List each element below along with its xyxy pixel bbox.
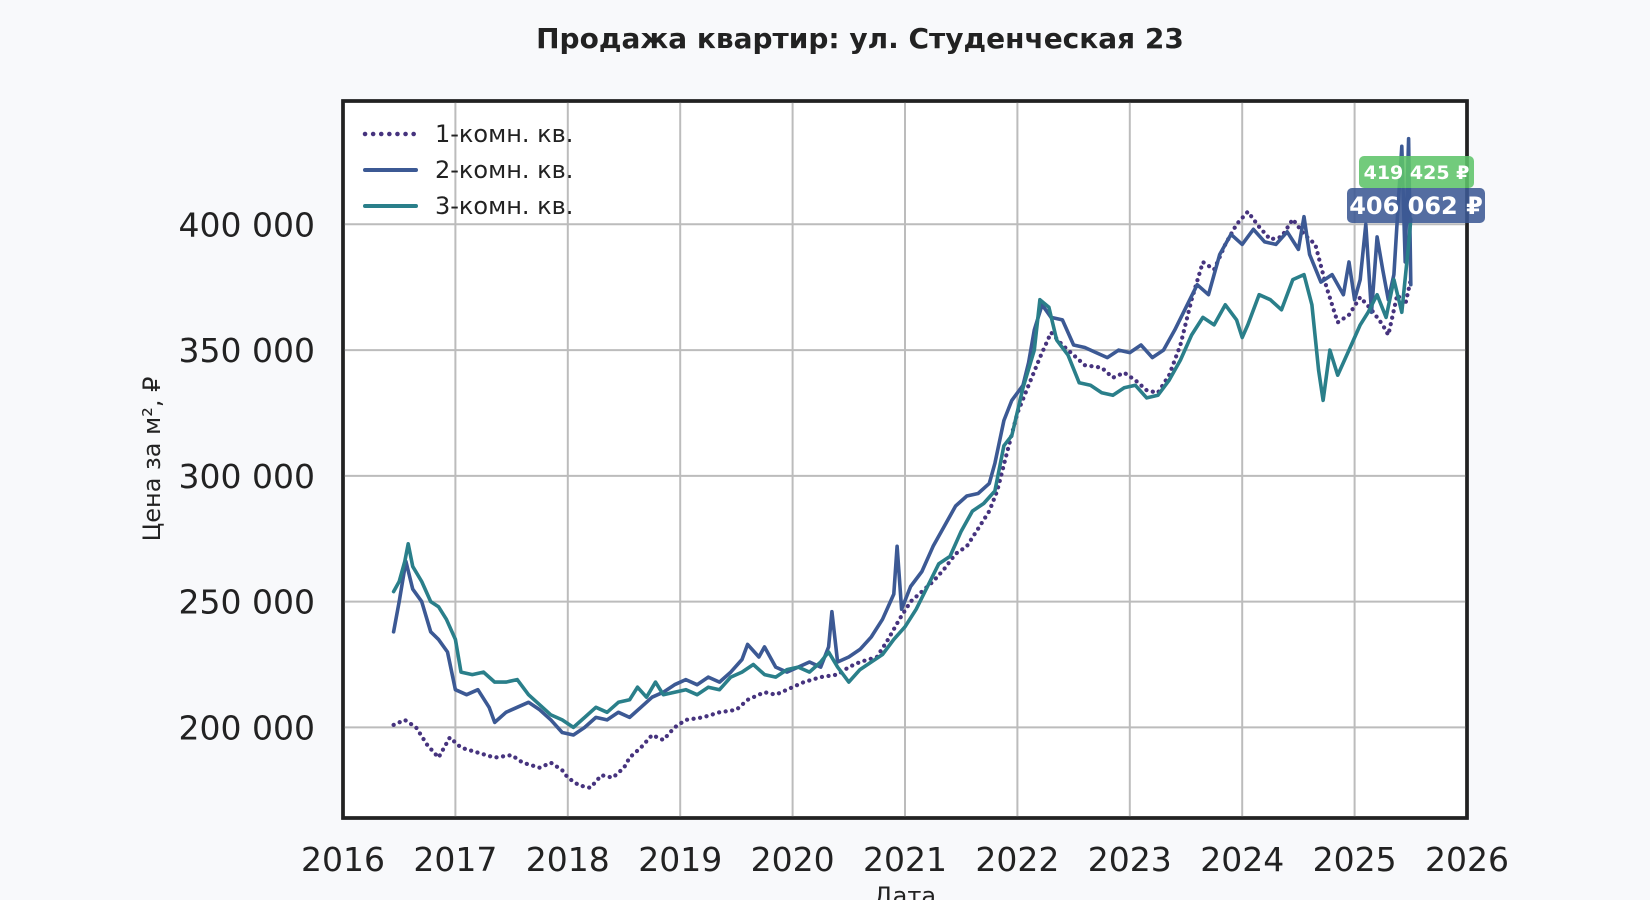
- x-tick-label: 2025: [1313, 840, 1397, 879]
- x-axis-ticks: 2016 2017 2018 2019 2020 2021 2022 2023 2024 2025…: [301, 840, 1509, 879]
- x-tick-label: 2018: [526, 840, 610, 879]
- legend-label-3: 3-комн. кв.: [435, 192, 573, 220]
- price-badge-text-2: 406 062 ₽: [1349, 192, 1483, 220]
- legend-label-1: 1-комн. кв.: [435, 120, 573, 148]
- x-tick-label: 2021: [863, 840, 947, 879]
- x-tick-label: 2019: [638, 840, 722, 879]
- series-line-1: [391, 209, 1413, 790]
- y-tick-label: 300 000: [179, 457, 315, 496]
- y-tick-label: 350 000: [179, 331, 315, 370]
- price-badge-2: [1347, 188, 1485, 223]
- x-tick-label: 2023: [1088, 840, 1172, 879]
- price-annotations: 419 425 ₽ 406 062 ₽: [1347, 156, 1485, 223]
- series-line-3: [391, 217, 1413, 730]
- x-axis-label: Дата: [874, 882, 936, 900]
- series-lines: [391, 136, 1413, 790]
- price-badge-text-1: 419 425 ₽: [1364, 162, 1470, 184]
- chart-title: Продажа квартир: ул. Студенческая 23: [536, 22, 1184, 55]
- x-tick-label: 2024: [1200, 840, 1284, 879]
- y-tick-label: 250 000: [179, 583, 315, 622]
- x-tick-label: 2022: [975, 840, 1059, 879]
- legend: 1-комн. кв. 2-комн. кв. 3-комн. кв.: [362, 120, 573, 220]
- x-tick-label: 2026: [1425, 840, 1509, 879]
- x-tick-label: 2016: [301, 840, 385, 879]
- y-tick-label: 200 000: [179, 708, 315, 747]
- legend-label-2: 2-комн. кв.: [435, 156, 573, 184]
- y-axis-label: Цена за м², ₽: [138, 377, 166, 542]
- price-badge-1: [1359, 156, 1474, 188]
- y-tick-label: 400 000: [179, 205, 315, 244]
- x-tick-label: 2017: [413, 840, 497, 879]
- x-tick-label: 2020: [751, 840, 835, 879]
- series-line-2: [391, 136, 1413, 737]
- plot-border: [341, 99, 1469, 820]
- y-axis-ticks: 200 000 250 000 300 000 350 000 400 000: [179, 205, 315, 747]
